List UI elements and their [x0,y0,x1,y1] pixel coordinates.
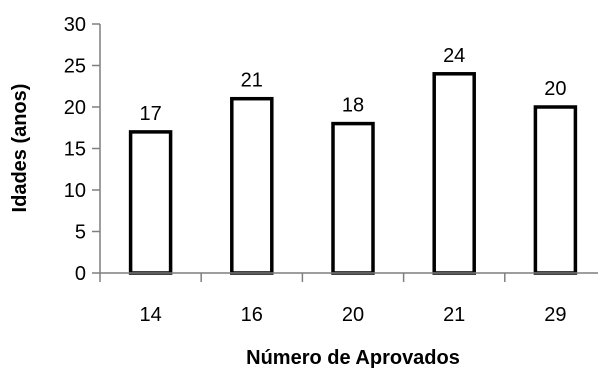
y-tick-label: 0 [75,263,86,285]
bar [128,130,173,275]
bar-value-label: 17 [139,103,161,125]
bar [230,96,274,275]
bar-value-label: 18 [342,95,364,117]
y-axis-ticks: 0 5 10 15 20 25 30 [64,14,100,285]
bar-value-label: 20 [544,78,566,100]
x-tick-label: 29 [544,304,566,326]
y-tick-label: 15 [64,139,86,161]
bar [533,105,578,275]
y-tick-label: 10 [64,180,86,202]
bar [432,72,476,275]
x-axis-ticks: 14 16 20 21 29 [99,273,567,326]
bars [128,72,578,275]
x-axis-title: Número de Aprovados [246,347,460,369]
bar-value-label: 24 [443,45,465,67]
bar [331,121,375,275]
y-tick-label: 25 [64,56,86,78]
y-axis-title: Idades (anos) [9,84,31,213]
y-tick-label: 30 [64,14,86,36]
bar-value-label: 21 [241,70,263,92]
y-tick-label: 5 [75,222,86,244]
axes [99,24,598,274]
x-tick-label: 21 [443,304,465,326]
data-labels: 17 21 18 24 20 [139,45,566,125]
x-tick-label: 14 [139,304,161,326]
x-tick-label: 20 [342,304,364,326]
x-tick-label: 16 [241,304,263,326]
y-tick-label: 20 [64,97,86,119]
